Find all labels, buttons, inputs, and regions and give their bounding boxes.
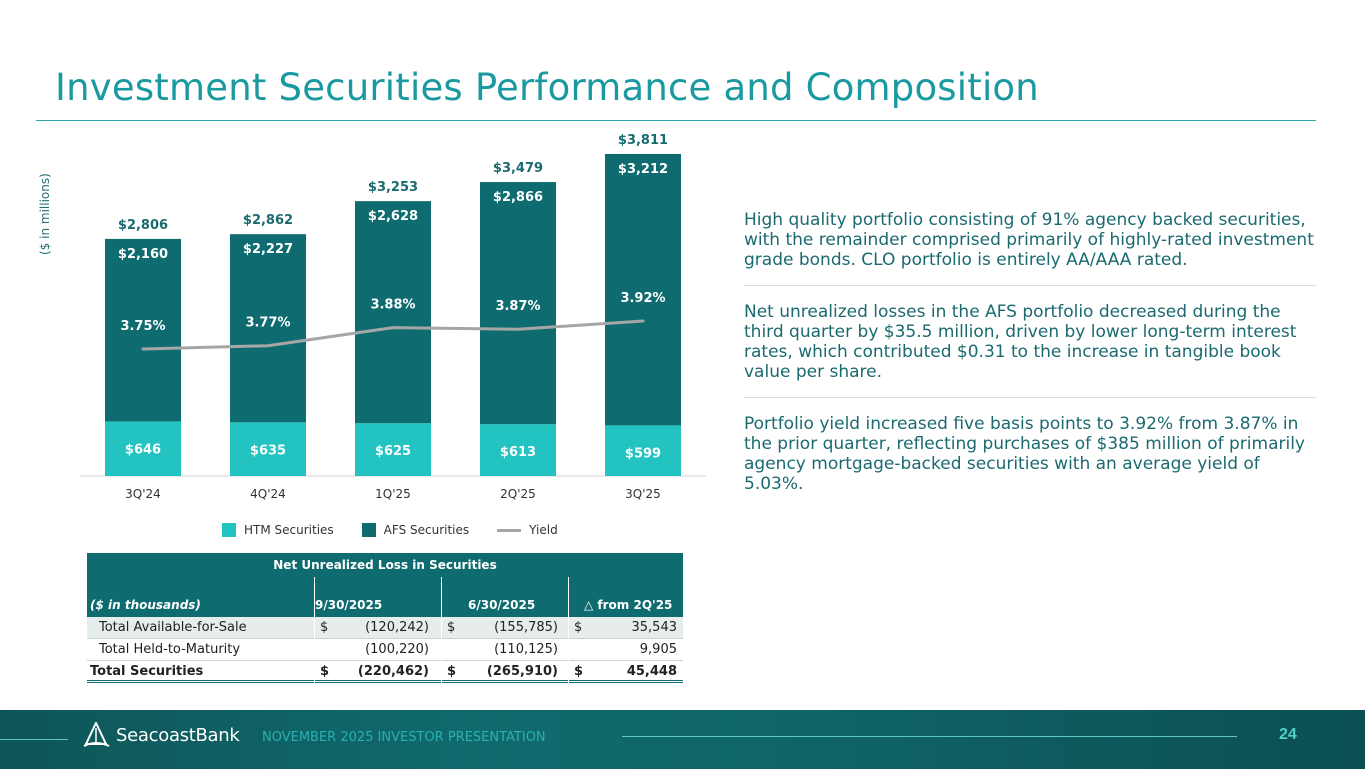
yield-line	[141, 319, 645, 351]
legend-label-htm: HTM Securities	[244, 523, 334, 537]
row-label: Total Held-to-Maturity	[99, 642, 241, 657]
table-row: Total Available-for-Sale $ (120,242) $ (…	[87, 617, 683, 639]
label-total-1q-25: $3,253	[368, 180, 418, 195]
bullet-portfolio-yield: Portfolio yield increased five basis poi…	[744, 414, 1305, 494]
label-afs-3q-25: $3,212	[618, 162, 668, 177]
commentary: High quality portfolio consisting of 91%…	[744, 210, 1316, 525]
x-tick-1q-25: 1Q'25	[375, 487, 411, 501]
cell-value: 35,543	[631, 620, 678, 635]
label-afs-1q-25: $2,628	[368, 209, 418, 224]
cell-sym: $	[574, 620, 583, 635]
footer-line	[0, 739, 68, 740]
bar-htm-4q-24	[230, 422, 306, 476]
label-yield-3q-24: 3.75%	[120, 319, 165, 334]
cell-sym: $	[574, 664, 584, 679]
bar-htm-3q-24	[105, 421, 181, 476]
table-col-divider	[314, 577, 315, 692]
label-htm-3q-24: $646	[125, 442, 161, 457]
x-tick-2q-25: 2Q'25	[500, 487, 536, 501]
cell-sym: $	[320, 620, 329, 635]
legend-swatch-afs	[361, 523, 376, 537]
title-divider	[36, 120, 1316, 121]
x-tick-4q-24: 4Q'24	[250, 487, 286, 501]
cell-sym: $	[447, 664, 457, 679]
row-label: Total Available-for-Sale	[99, 620, 247, 635]
col-header-630: 6/30/2025	[468, 598, 536, 612]
legend-item-htm: HTM Securities	[222, 523, 334, 537]
table-col-divider	[568, 577, 569, 692]
legend-swatch-yield	[497, 528, 522, 532]
label-afs-3q-24: $2,160	[118, 247, 168, 262]
label-total-3q-24: $2,806	[118, 218, 168, 233]
label-yield-2q-25: 3.87%	[495, 299, 540, 314]
label-htm-4q-24: $635	[250, 443, 286, 458]
label-yield-3q-25: 3.92%	[620, 291, 665, 306]
cell-value: (100,220)	[365, 642, 429, 657]
x-tick-3q-24: 3Q'24	[125, 487, 161, 501]
col-header-change: △ from 2Q'25	[584, 598, 673, 612]
bullet-unrealized-losses: Net unrealized losses in the AFS portfol…	[744, 302, 1316, 398]
cell-value: (110,125)	[494, 642, 558, 657]
seacoast-logo: SeacoastBank	[82, 722, 240, 748]
cell-value: 45,448	[626, 664, 677, 679]
cell-value: (220,462)	[357, 664, 429, 679]
sail-icon	[83, 722, 110, 747]
bar-afs-2q-25	[480, 182, 556, 425]
logo-text: SeacoastBank	[116, 724, 240, 746]
bar-htm-3q-25	[605, 425, 681, 476]
label-htm-3q-25: $599	[625, 446, 661, 461]
bar-afs-4q-24	[230, 234, 306, 423]
x-tick-3q-25: 3Q'25	[625, 487, 661, 501]
label-total-3q-25: $3,811	[618, 133, 668, 148]
table-units: ($ in thousands)	[90, 598, 201, 612]
bar-htm-2q-25	[480, 424, 556, 476]
bar-afs-1q-25	[355, 201, 431, 424]
label-htm-1q-25: $625	[375, 444, 411, 459]
cell-sym: $	[320, 664, 330, 679]
table-row: Total Held-to-Maturity (100,220) (110,12…	[87, 639, 683, 661]
label-total-4q-24: $2,862	[243, 213, 293, 228]
row-label: Total Securities	[90, 664, 204, 679]
label-total-2q-25: $3,479	[493, 161, 543, 176]
legend-swatch-htm	[222, 523, 236, 537]
label-afs-4q-24: $2,227	[243, 242, 293, 257]
page-number: 24	[1279, 726, 1297, 743]
label-afs-2q-25: $2,866	[493, 190, 543, 205]
securities-chart: $646 $2,160 $2,806 3Q'24 $635 $2,227 $2,862 4Q'…	[80, 133, 706, 501]
footer-line	[622, 736, 1237, 737]
legend-label-afs: AFS Securities	[383, 523, 470, 537]
legend-item-afs: AFS Securities	[361, 523, 470, 537]
bullet-portfolio-quality: High quality portfolio consisting of 91%…	[744, 210, 1316, 286]
table-title: Net Unrealized Loss in Securities	[87, 553, 683, 577]
presentation-title: NOVEMBER 2025 INVESTOR PRESENTATION	[262, 730, 546, 745]
page-title: Investment Securities Performance and Co…	[55, 66, 1039, 109]
legend-item-yield: Yield	[497, 523, 558, 537]
cell-value: (120,242)	[365, 620, 429, 635]
cell-value: 9,905	[639, 642, 677, 657]
bar-htm-1q-25	[355, 423, 431, 476]
label-yield-1q-25: 3.88%	[370, 298, 415, 313]
label-yield-4q-24: 3.77%	[245, 316, 290, 331]
cell-value: (155,785)	[494, 620, 558, 635]
table-col-divider	[441, 577, 442, 692]
footer-bar: SeacoastBank NOVEMBER 2025 INVESTOR PRES…	[0, 710, 1365, 769]
table-row-total: Total Securities $ (220,462) $ (265,910)…	[87, 661, 683, 683]
table-header-row: ($ in thousands) 9/30/2025 6/30/2025 △ f…	[87, 577, 683, 617]
col-header-930: 9/30/2025	[315, 598, 383, 612]
chart-legend: HTM Securities AFS Securities Yield	[222, 522, 586, 538]
cell-value: (265,910)	[486, 664, 558, 679]
bar-afs-3q-24	[105, 238, 181, 422]
bar-afs-3q-25	[605, 154, 681, 426]
cell-sym: $	[447, 620, 456, 635]
legend-label-yield: Yield	[529, 523, 558, 537]
label-htm-2q-25: $613	[500, 445, 536, 460]
unrealized-loss-table: Net Unrealized Loss in Securities ($ in …	[87, 553, 683, 683]
